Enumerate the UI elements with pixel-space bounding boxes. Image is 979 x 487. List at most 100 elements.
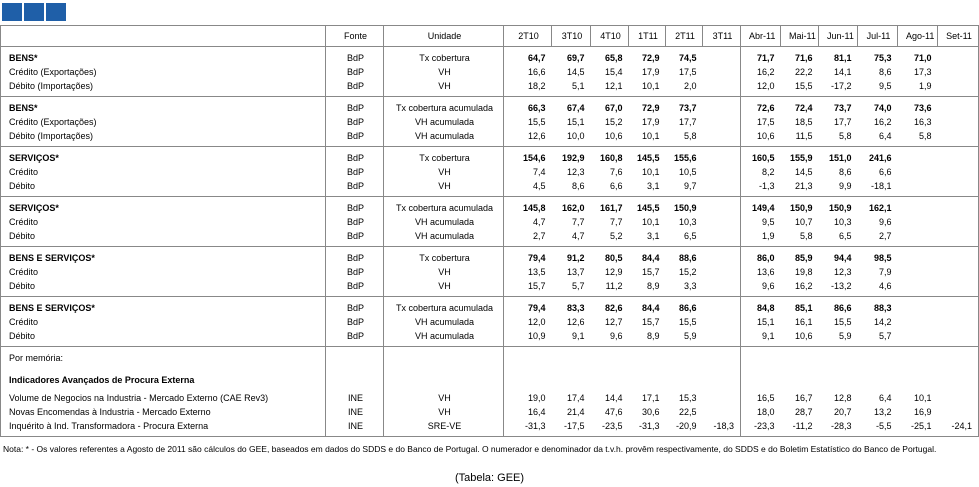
table-cell: [702, 196, 741, 215]
table-cell: VH: [383, 279, 504, 297]
table-cell: 6,4: [878, 131, 892, 141]
table-cell: 19,0: [527, 393, 546, 403]
table-cell: -23,3: [753, 421, 775, 431]
table-cell: 12,0: [527, 317, 546, 327]
table-cell: VH: [383, 165, 504, 179]
table-cell: Tx cobertura acumulada: [383, 196, 504, 215]
table-cell: [383, 346, 504, 373]
table-cell: 15,7: [641, 267, 660, 277]
table-cell: [781, 373, 819, 391]
table-cell: 82,6: [604, 303, 623, 313]
table-cell: Débito (Importações): [0, 129, 326, 147]
table-cell: VH acumulada: [383, 129, 504, 147]
row-group: SERVIÇOS* BdP Tx cobertura acumulada 145,8 1…: [0, 196, 979, 247]
table-cell: Débito: [0, 279, 326, 297]
table-cell: 14,2: [873, 317, 892, 327]
table-cell: [702, 79, 741, 97]
table-cell: 15,5: [794, 81, 813, 91]
table-cell: VH: [383, 79, 504, 97]
table-cell: 3,3: [683, 281, 697, 291]
table-cell: -18,1: [870, 181, 892, 191]
table-cell: 17,4: [566, 393, 585, 403]
table-cell: Inquérito à Ind. Transformadora - Procur…: [0, 419, 326, 437]
table-row: Crédito (Exportações) BdP VH 16,6 14,5 15,4 17…: [0, 65, 979, 79]
table-cell: 16,9: [913, 407, 932, 417]
table-cell: 160,5: [751, 153, 775, 163]
table-cell: [702, 265, 741, 279]
table-cell: [781, 347, 819, 374]
table-cell: [937, 165, 979, 179]
header-cell: Mai-11: [780, 25, 819, 47]
table-cell: [383, 373, 504, 391]
table-cell: 15,7: [527, 281, 546, 291]
table-cell: 22,2: [794, 67, 813, 77]
table-cell: [937, 46, 979, 65]
header-cell: 1T11: [628, 25, 666, 47]
table-cell: 155,6: [673, 153, 697, 163]
header-cell: 3T10: [551, 25, 591, 47]
table-cell: BdP: [325, 229, 384, 247]
table-cell: [898, 265, 938, 279]
table-cell: [898, 179, 938, 197]
header-cell: Jul-11: [857, 25, 898, 47]
table-cell: 13,7: [566, 267, 585, 277]
table-cell: BdP: [325, 315, 384, 329]
table-cell: 16,7: [794, 393, 813, 403]
icon: [24, 3, 44, 21]
table-cell: Tx cobertura: [383, 246, 504, 265]
table-cell: -1,3: [758, 181, 775, 191]
table-cell: 71,7: [756, 53, 775, 63]
table-cell: [702, 65, 741, 79]
table-cell: 9,5: [878, 81, 892, 91]
table-cell: 10,9: [527, 331, 546, 341]
table-cell: 16,2: [794, 281, 813, 291]
table-cell: BdP: [325, 46, 384, 65]
table-cell: 11,5: [795, 131, 813, 141]
table-cell: 151,0: [828, 153, 852, 163]
table-cell: [702, 115, 741, 129]
table-cell: 17,9: [641, 67, 660, 77]
table-cell: 10,6: [794, 331, 813, 341]
table-cell: 5,7: [878, 331, 892, 341]
table-row: Crédito (Exportações) BdP VH acumulada 15,5…: [0, 115, 979, 129]
table-cell: 74,0: [873, 103, 892, 113]
table-cell: 15,2: [678, 267, 697, 277]
table-cell: 73,7: [678, 103, 697, 113]
table-cell: -17,2: [830, 81, 852, 91]
table-cell: 2,7: [878, 231, 892, 241]
table-cell: 15,5: [678, 317, 697, 327]
table-cell: VH: [383, 391, 504, 405]
table-cell: [702, 296, 741, 315]
table-cell: 88,6: [678, 253, 697, 263]
table-cell: 15,1: [756, 317, 775, 327]
table-cell: 9,6: [609, 331, 623, 341]
table-cell: [552, 347, 591, 374]
table-cell: Indicadores Avançados de Procura Externa: [0, 373, 326, 391]
table-row: Débito (Importações) BdP VH 18,2 5,1 12,1 10,1…: [0, 79, 979, 97]
table-cell: 65,8: [604, 53, 623, 63]
table-cell: [666, 347, 703, 374]
table-cell: 17,1: [641, 393, 660, 403]
table-cell: BdP: [325, 196, 384, 215]
table-cell: 12,3: [566, 167, 585, 177]
table-cell: 98,5: [873, 253, 892, 263]
table-cell: 10,1: [641, 131, 660, 141]
table-cell: 86,0: [756, 253, 775, 263]
table-cell: [937, 391, 979, 405]
table-cell: BENS E SERVIÇOS*: [0, 296, 326, 315]
table-cell: 6,4: [878, 393, 892, 403]
table-cell: 9,7: [683, 181, 697, 191]
table-cell: 84,8: [756, 303, 775, 313]
table-cell: [819, 347, 858, 374]
table-cell: BdP: [325, 296, 384, 315]
table-cell: SERVIÇOS*: [0, 146, 326, 165]
table-cell: 84,4: [641, 253, 660, 263]
table-cell: 3,1: [646, 231, 660, 241]
table-cell: 12,7: [604, 317, 623, 327]
table-cell: [898, 315, 938, 329]
table-cell: Tx cobertura: [383, 146, 504, 165]
table-cell: 14,4: [604, 393, 623, 403]
table-cell: BENS*: [0, 46, 326, 65]
table-cell: [702, 165, 741, 179]
table-cell: [937, 79, 979, 97]
